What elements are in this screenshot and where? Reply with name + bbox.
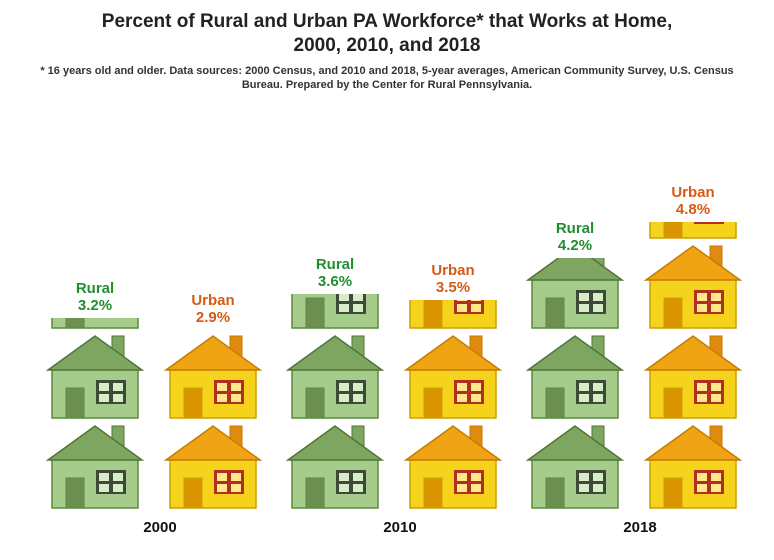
house-stack bbox=[158, 330, 268, 510]
house-icon-partial bbox=[638, 222, 748, 240]
chart-title: Percent of Rural and Urban PA Workforce*… bbox=[0, 0, 774, 62]
house-stack bbox=[638, 222, 748, 510]
year-label: 2000 bbox=[40, 519, 280, 536]
rural-label: Rural3.2% bbox=[40, 280, 150, 315]
house-icon bbox=[158, 330, 268, 420]
urban-label: Urban3.5% bbox=[398, 262, 508, 297]
title-line1: Percent of Rural and Urban PA Workforce*… bbox=[102, 11, 672, 32]
house-icon bbox=[638, 240, 748, 330]
urban-label: Urban4.8% bbox=[638, 184, 748, 219]
house-icon-partial bbox=[520, 258, 630, 330]
house-icon bbox=[520, 330, 630, 420]
house-stack bbox=[280, 294, 390, 510]
house-icon-partial bbox=[398, 300, 508, 330]
house-icon-partial bbox=[40, 318, 150, 330]
house-stack bbox=[520, 258, 630, 510]
house-icon bbox=[280, 330, 390, 420]
year-label: 2018 bbox=[520, 519, 760, 536]
year-label: 2010 bbox=[280, 519, 520, 536]
house-icon bbox=[40, 330, 150, 420]
house-icon bbox=[398, 330, 508, 420]
title-line2: 2000, 2010, and 2018 bbox=[294, 35, 481, 56]
rural-label: Rural3.6% bbox=[280, 256, 390, 291]
house-icon bbox=[520, 420, 630, 510]
chart-area: Rural3.2% Urban2.9% 2000 bbox=[0, 102, 774, 542]
house-icon-partial bbox=[280, 294, 390, 330]
house-stack bbox=[398, 300, 508, 510]
house-icon bbox=[398, 420, 508, 510]
urban-label: Urban2.9% bbox=[158, 292, 268, 327]
chart-footnote: * 16 years old and older. Data sources: … bbox=[0, 62, 774, 99]
house-icon bbox=[158, 420, 268, 510]
house-icon bbox=[40, 420, 150, 510]
house-icon bbox=[638, 420, 748, 510]
house-icon bbox=[638, 330, 748, 420]
house-stack bbox=[40, 318, 150, 510]
house-icon bbox=[280, 420, 390, 510]
rural-label: Rural4.2% bbox=[520, 220, 630, 255]
